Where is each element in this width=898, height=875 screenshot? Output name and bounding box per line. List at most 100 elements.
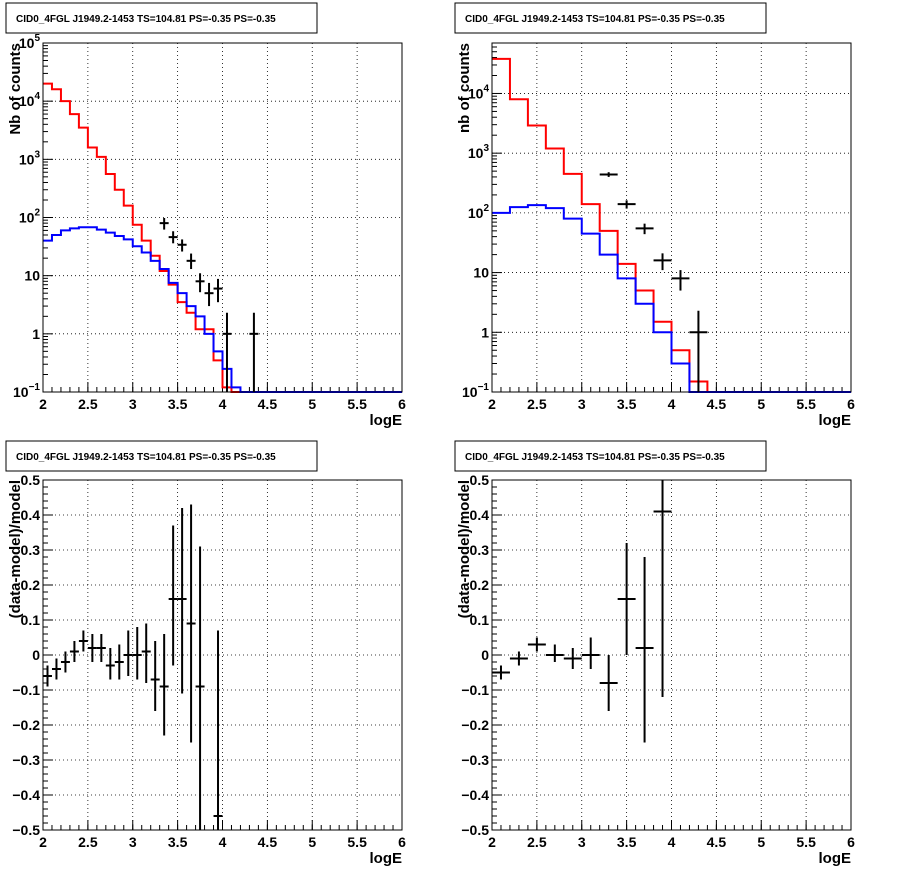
x-tick-label: 2.5	[78, 834, 98, 850]
x-tick-label: 3.5	[617, 396, 637, 412]
x-tick-label: 5	[757, 396, 765, 412]
x-tick-label: 2	[39, 834, 47, 850]
x-tick-label: 4.5	[258, 396, 278, 412]
x-tick-label: 3.5	[168, 396, 188, 412]
panel-bottom-right: CID0_4FGL J1949.2-1453 TS=104.81 PS=-0.3…	[454, 440, 855, 867]
y-tick-label: 0.4	[470, 507, 490, 523]
y-tick-label: 10	[24, 268, 40, 284]
x-tick-label: 2.5	[527, 834, 547, 850]
x-tick-label: 5	[757, 834, 765, 850]
x-axis-label: logE	[819, 412, 852, 429]
x-tick-label: 5.5	[347, 396, 367, 412]
panel-title: CID0_4FGL J1949.2-1453 TS=104.81 PS=-0.3…	[16, 452, 276, 463]
panel-title: CID0_4FGL J1949.2-1453 TS=104.81 PS=-0.3…	[16, 14, 276, 25]
plot-area: 2 2.5 3 3.5 4 4.5 5 5.5 6 −0.5 −0.4 −0.3 −0.2 −0.1 0 0.…	[7, 472, 406, 867]
y-tick-label: 0.2	[21, 577, 41, 593]
panel-title: CID0_4FGL J1949.2-1453 TS=104.81 PS=-0.3…	[465, 14, 725, 25]
y-tick-label: 104	[468, 83, 490, 101]
y-tick-label: −0.1	[12, 682, 40, 698]
y-tick-label: −0.3	[461, 752, 489, 768]
plot-frame	[491, 42, 852, 393]
x-tick-label: 5.5	[796, 834, 816, 850]
x-tick-label: 3	[578, 834, 586, 850]
x-tick-label: 3	[129, 396, 137, 412]
y-tick-label: −0.3	[12, 752, 40, 768]
x-axis-label: logE	[370, 412, 403, 429]
y-tick-label: 0.3	[21, 542, 41, 558]
panel-title: CID0_4FGL J1949.2-1453 TS=104.81 PS=-0.3…	[465, 452, 725, 463]
y-tick-label: 0	[481, 647, 489, 663]
x-axis-label: logE	[819, 850, 852, 867]
y-tick-label: 0.3	[470, 542, 490, 558]
y-tick-label: 0.5	[21, 472, 41, 488]
y-tick-label: 102	[468, 203, 490, 221]
x-tick-label: 6	[847, 396, 855, 412]
x-tick-label: 2	[39, 396, 47, 412]
histogram-series-0	[43, 82, 402, 393]
y-tick-label: 1	[481, 324, 489, 340]
x-tick-label: 3.5	[617, 834, 637, 850]
y-tick-label: 1	[32, 326, 40, 342]
x-tick-label: 4.5	[707, 834, 727, 850]
x-tick-label: 6	[398, 396, 406, 412]
y-axis-label: nb of counts	[456, 43, 473, 133]
panel-top-right: CID0_4FGL J1949.2-1453 TS=104.81 PS=-0.3…	[454, 2, 855, 429]
y-tick-label: −0.2	[12, 717, 40, 733]
y-tick-label: 0	[32, 647, 40, 663]
y-tick-label: −0.4	[12, 787, 40, 803]
y-axis-label: (data-model)/model	[456, 480, 473, 618]
y-tick-label: −0.1	[461, 682, 489, 698]
x-axis-label: logE	[370, 850, 403, 867]
x-tick-label: 2	[488, 834, 496, 850]
panel-bottom-left: CID0_4FGL J1949.2-1453 TS=104.81 PS=-0.3…	[5, 440, 406, 867]
y-tick-label: −0.4	[461, 787, 489, 803]
x-tick-label: 5	[308, 396, 316, 412]
x-tick-label: 6	[847, 834, 855, 850]
panel-top-left: CID0_4FGL J1949.2-1453 TS=104.81 PS=-0.3…	[5, 2, 406, 429]
y-tick-label: 102	[19, 208, 41, 226]
x-tick-label: 4	[219, 834, 227, 850]
x-tick-label: 3.5	[168, 834, 188, 850]
x-tick-label: 3	[129, 834, 137, 850]
x-tick-label: 5.5	[796, 396, 816, 412]
x-tick-label: 5.5	[347, 834, 367, 850]
panel-title-box	[5, 440, 318, 472]
y-tick-label: −0.5	[461, 822, 489, 838]
y-tick-label: 103	[468, 143, 490, 161]
y-tick-label: 0.5	[470, 472, 490, 488]
panel-title-box	[454, 440, 767, 472]
y-tick-label: 104	[19, 91, 41, 109]
x-tick-label: 2	[488, 396, 496, 412]
plot-frame	[42, 479, 403, 831]
x-tick-label: 2.5	[527, 396, 547, 412]
plot-frame	[491, 479, 852, 831]
y-tick-label: 10	[473, 265, 489, 281]
x-tick-label: 6	[398, 834, 406, 850]
plot-frame	[42, 42, 403, 393]
y-tick-label: 0.2	[470, 577, 490, 593]
x-tick-label: 2.5	[78, 396, 98, 412]
x-tick-label: 5	[308, 834, 316, 850]
x-tick-label: 4	[668, 396, 676, 412]
plot-area: 2 2.5 3 3.5 4 4.5 5 5.5 6 10−1 1 10 102 103 104 logE nb …	[456, 42, 855, 429]
plot-area: 2 2.5 3 3.5 4 4.5 5 5.5 6 −0.5 −0.4 −0.3 −0.2 −0.1 0 0.…	[456, 472, 855, 867]
y-axis-label: (data-model)/model	[7, 480, 24, 618]
x-tick-label: 4.5	[258, 834, 278, 850]
x-tick-label: 4	[668, 834, 676, 850]
y-tick-label: 105	[19, 33, 41, 51]
y-tick-label: 0.1	[470, 612, 490, 628]
y-tick-label: −0.5	[12, 822, 40, 838]
x-tick-label: 3	[578, 396, 586, 412]
x-tick-label: 4.5	[707, 396, 727, 412]
plot-area: 2 2.5 3 3.5 4 4.5 5 5.5 6 10−1 1 10 102 103 104 105 logE…	[7, 33, 406, 429]
y-tick-label: 0.1	[21, 612, 41, 628]
panel-title-box	[454, 2, 767, 34]
y-axis-label: Nb of counts	[7, 43, 24, 135]
histogram-series-1	[492, 204, 851, 393]
x-tick-label: 4	[219, 396, 227, 412]
y-tick-label: 0.4	[21, 507, 41, 523]
y-tick-label: 10−1	[13, 382, 40, 400]
y-tick-label: 103	[19, 149, 41, 167]
y-tick-label: 10−1	[462, 382, 489, 400]
